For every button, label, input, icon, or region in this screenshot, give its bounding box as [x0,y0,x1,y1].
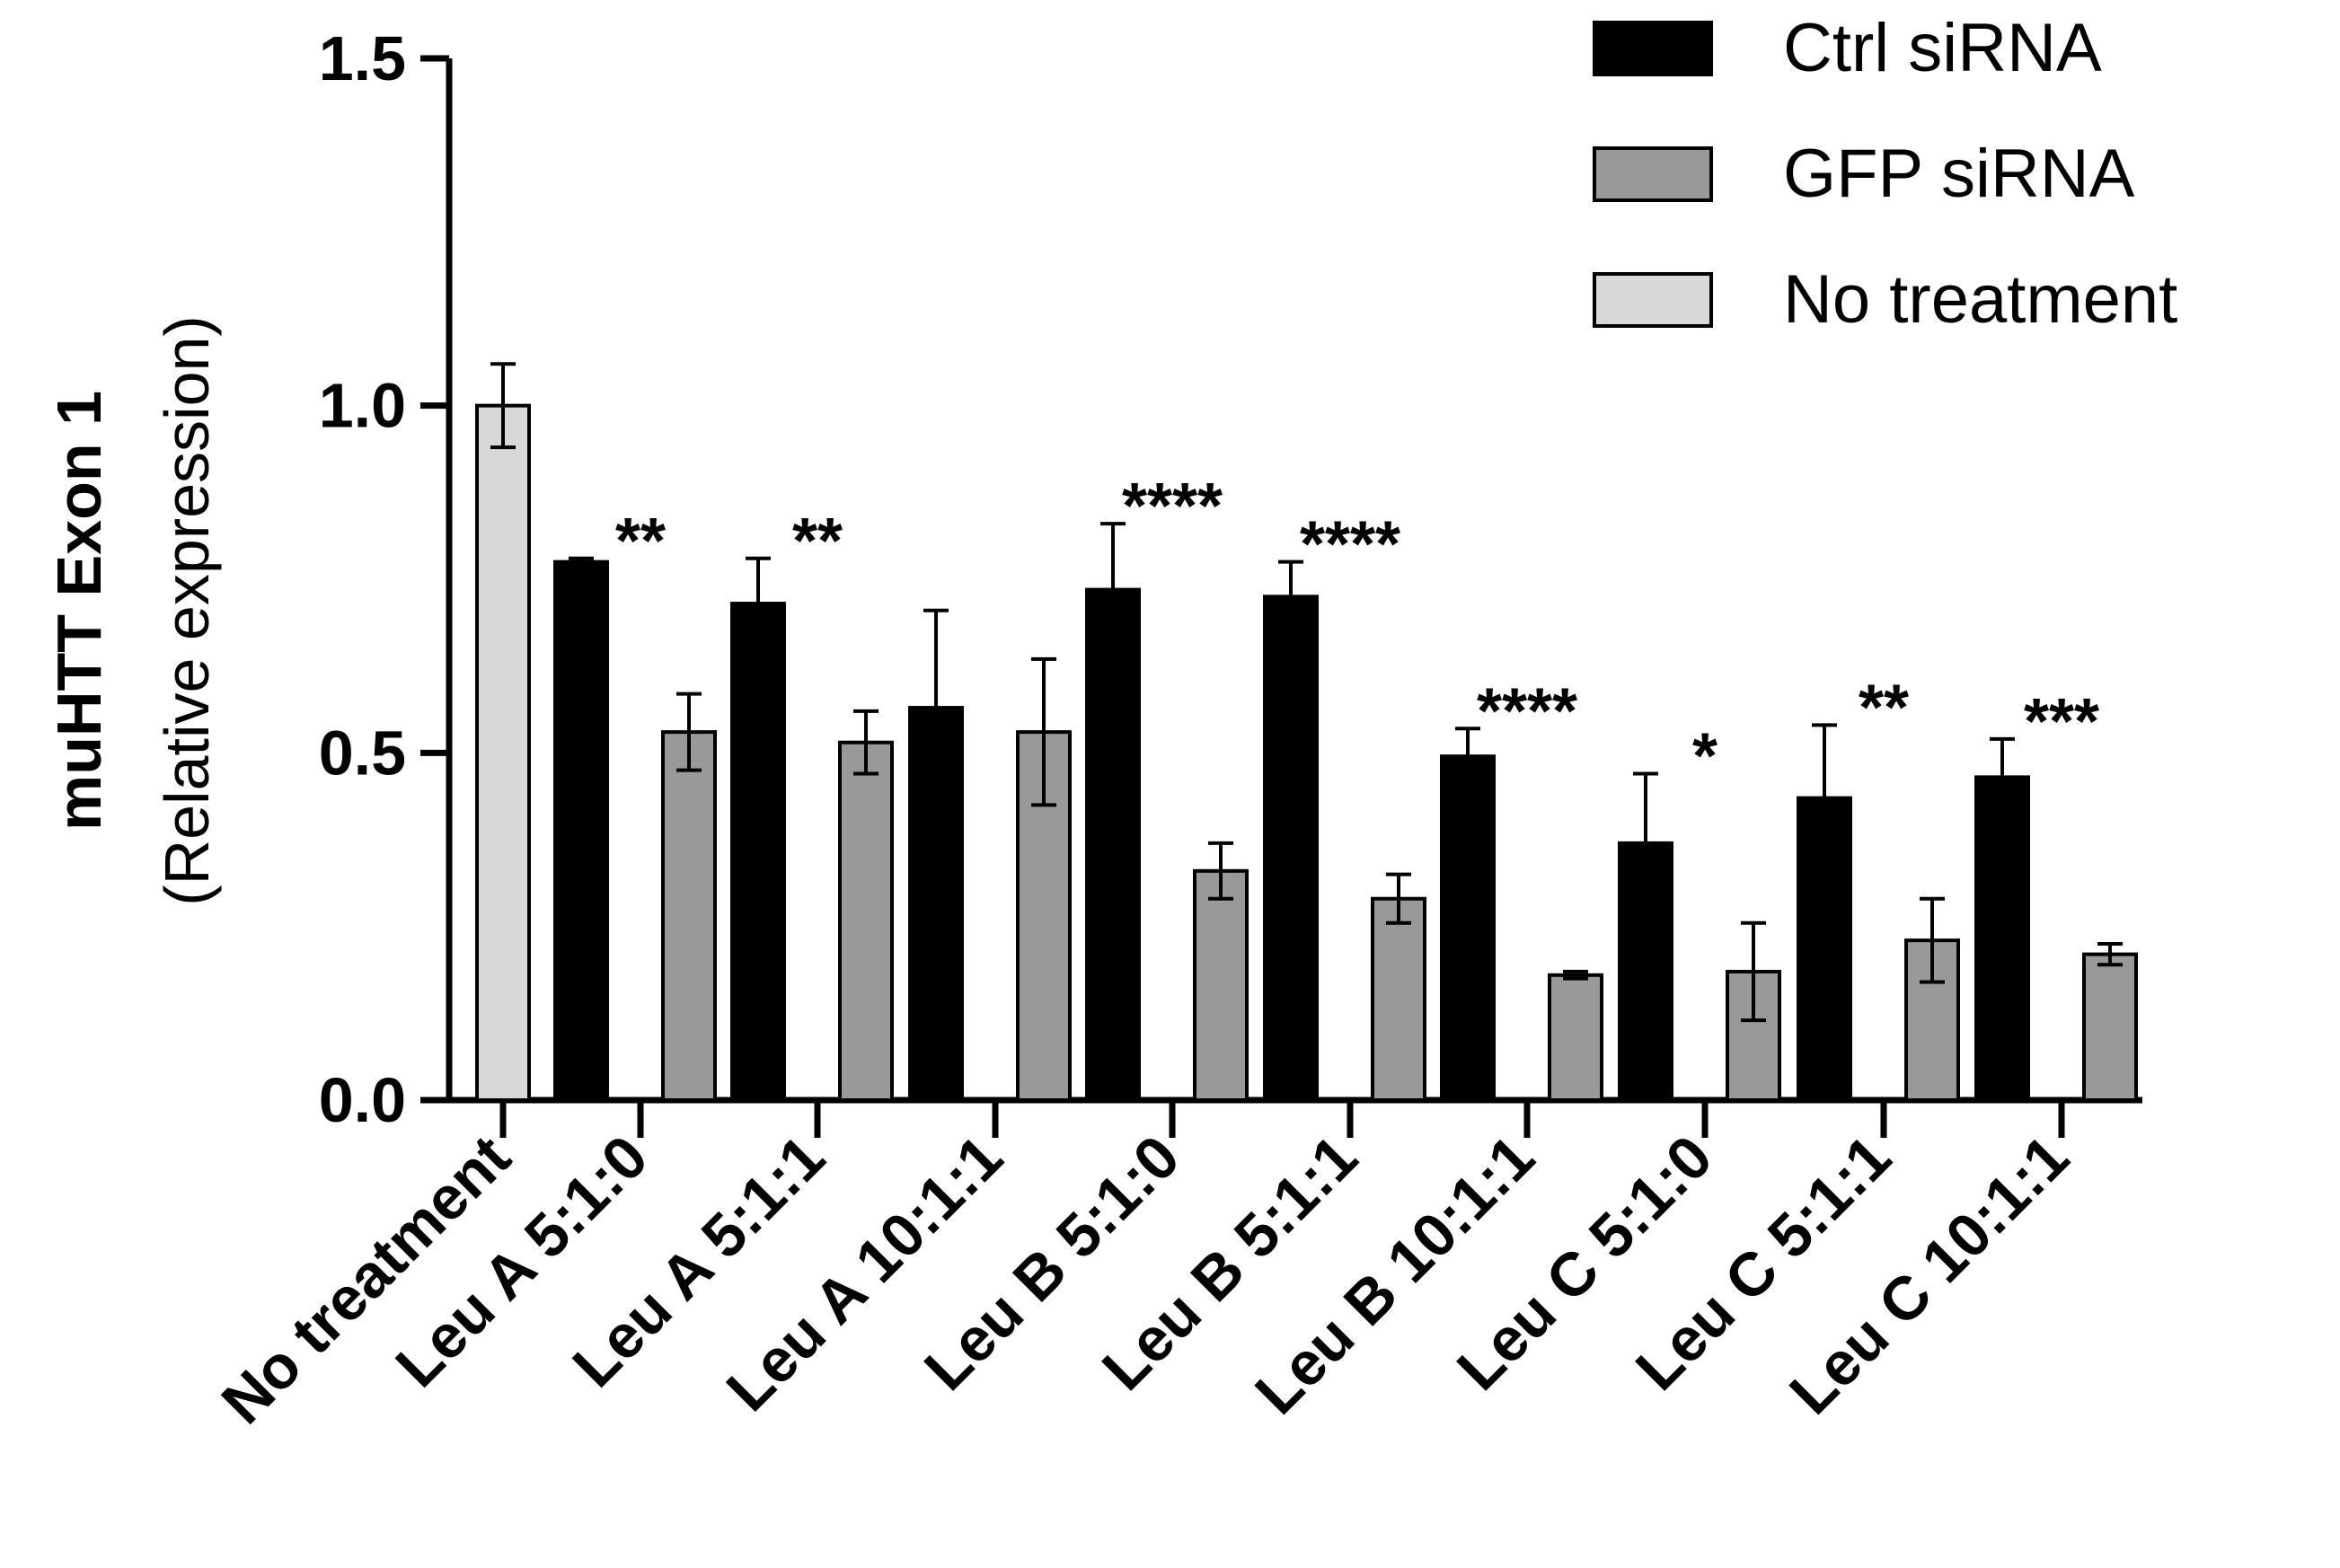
legend-swatch [1593,21,1713,76]
bar [1263,595,1319,1102]
bar-group: *** [1974,686,2138,1103]
y-tick-label: 0.5 [319,718,406,788]
significance-label: **** [1300,509,1400,581]
legend-item: Ctrl siRNA [1593,10,2102,86]
significance-label: *** [2024,686,2099,758]
y-axis-subtitle: (Relative expression) [152,315,222,905]
bar [1371,896,1426,1102]
bar-group: **** [1263,509,1426,1102]
bar [1085,587,1141,1102]
legend-item: GFP siRNA [1593,136,2135,212]
legend-label: GFP siRNA [1783,136,2135,212]
bar [553,559,609,1102]
legend-label: No treatment [1783,261,2177,338]
bar [1193,868,1249,1102]
bar [661,730,717,1103]
legend-label: Ctrl siRNA [1783,10,2102,86]
bar-group [475,362,531,1102]
bar-group: ** [553,506,717,1103]
bar-group: ** [730,506,894,1102]
y-axis-label: muHTT Exon 1 (Relative expression) [44,315,222,905]
significance-label: * [1692,721,1717,793]
bar [838,740,894,1102]
bar-group: * [1618,721,1781,1103]
significance-label: ** [1859,672,1909,744]
bar-group: **** [1440,675,1603,1103]
bars: ** ** *************** *** [475,362,2138,1103]
bar [2082,952,2138,1102]
legend-swatch [1593,272,1713,328]
bar [730,602,786,1102]
y-tick-label: 1.5 [319,23,406,93]
bar [1440,754,1496,1102]
significance-label: ** [792,506,843,577]
significance-label: ** [615,506,666,577]
bar-group: **** [1085,471,1249,1102]
legend-item: No treatment [1593,261,2177,338]
bar-group: ** [1797,672,1960,1102]
y-axis-title: muHTT Exon 1 [44,391,114,831]
y-tick-label: 1.0 [319,371,406,441]
bar-group [908,608,1072,1103]
significance-label: **** [1122,471,1223,542]
y-tick-label: 0.0 [319,1065,406,1135]
significance-label: **** [1477,675,1577,747]
bar [475,403,531,1102]
bar [1548,973,1603,1103]
legend-swatch [1593,146,1713,202]
bar [1974,775,2030,1103]
legend: Ctrl siRNA GFP siRNA No treatment [1593,10,2177,338]
